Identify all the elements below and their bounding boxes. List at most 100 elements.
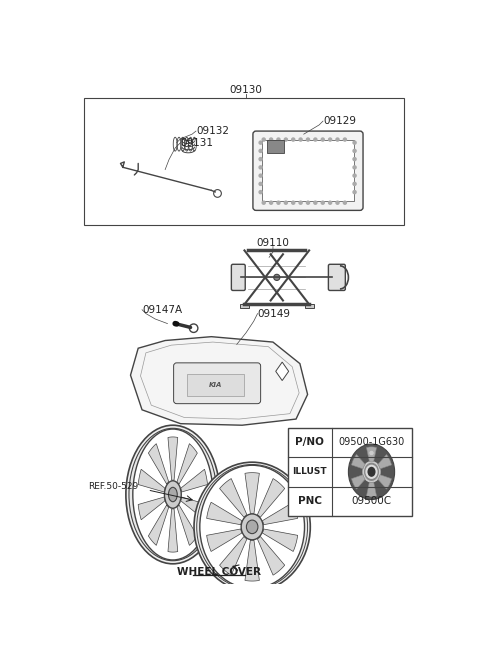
Polygon shape [351, 475, 365, 489]
Polygon shape [168, 437, 178, 480]
Circle shape [329, 138, 332, 141]
Polygon shape [245, 541, 259, 581]
Circle shape [259, 191, 262, 194]
Circle shape [306, 138, 310, 141]
Text: 09132: 09132 [196, 126, 229, 136]
Ellipse shape [197, 464, 308, 589]
Polygon shape [177, 443, 197, 484]
Polygon shape [207, 529, 242, 552]
Polygon shape [181, 497, 207, 520]
Ellipse shape [246, 520, 258, 533]
Ellipse shape [200, 465, 304, 588]
Circle shape [259, 141, 262, 144]
Ellipse shape [133, 429, 213, 560]
Polygon shape [138, 469, 165, 492]
Text: 09110: 09110 [256, 237, 289, 248]
Ellipse shape [366, 466, 377, 478]
Ellipse shape [348, 444, 395, 499]
Text: 09500C: 09500C [351, 497, 392, 506]
Text: WHEEL COVER: WHEEL COVER [177, 567, 261, 577]
Ellipse shape [194, 462, 310, 592]
Text: KIA: KIA [208, 382, 222, 388]
Polygon shape [148, 443, 168, 484]
FancyBboxPatch shape [328, 264, 345, 291]
FancyBboxPatch shape [267, 140, 284, 153]
Polygon shape [138, 497, 165, 520]
Circle shape [292, 201, 295, 204]
Circle shape [299, 201, 302, 204]
Bar [240, 304, 249, 308]
Circle shape [259, 150, 262, 152]
FancyBboxPatch shape [174, 363, 261, 403]
Circle shape [277, 201, 280, 204]
Polygon shape [207, 502, 242, 525]
Ellipse shape [168, 487, 177, 502]
Bar [288, 428, 411, 516]
FancyBboxPatch shape [262, 140, 354, 201]
Circle shape [292, 138, 295, 141]
Text: PNC: PNC [298, 497, 322, 506]
FancyBboxPatch shape [253, 131, 363, 211]
Polygon shape [263, 502, 298, 525]
Circle shape [259, 182, 262, 186]
Circle shape [314, 201, 317, 204]
Circle shape [343, 201, 347, 204]
Polygon shape [378, 475, 392, 489]
Circle shape [321, 138, 324, 141]
Text: 09130: 09130 [229, 85, 263, 95]
Ellipse shape [363, 462, 380, 482]
Circle shape [321, 201, 324, 204]
Polygon shape [131, 337, 308, 425]
Circle shape [270, 138, 273, 141]
Polygon shape [367, 482, 376, 497]
Circle shape [314, 138, 317, 141]
Polygon shape [276, 362, 288, 380]
Circle shape [329, 201, 332, 204]
Circle shape [353, 166, 356, 169]
Circle shape [336, 201, 339, 204]
Circle shape [306, 201, 310, 204]
Circle shape [353, 141, 356, 144]
Circle shape [262, 201, 265, 204]
Circle shape [369, 450, 374, 456]
Ellipse shape [241, 514, 263, 540]
Circle shape [336, 138, 339, 141]
Text: P/NO: P/NO [296, 438, 324, 447]
Ellipse shape [126, 425, 220, 564]
Circle shape [299, 138, 302, 141]
Circle shape [277, 138, 280, 141]
Bar [84, 98, 404, 225]
Circle shape [259, 174, 262, 177]
FancyBboxPatch shape [231, 264, 245, 291]
Text: 09129: 09129 [323, 116, 356, 126]
Text: 09147A: 09147A [142, 305, 182, 315]
Polygon shape [263, 529, 298, 552]
Text: 09500-1G630: 09500-1G630 [338, 438, 405, 447]
Text: ILLUST: ILLUST [293, 467, 327, 476]
Polygon shape [367, 447, 376, 462]
Circle shape [343, 138, 347, 141]
Polygon shape [148, 505, 168, 545]
Circle shape [262, 138, 265, 141]
Polygon shape [351, 455, 365, 469]
Polygon shape [378, 455, 392, 469]
Polygon shape [257, 479, 285, 518]
Circle shape [284, 138, 288, 141]
Polygon shape [168, 509, 178, 552]
Text: 09131: 09131 [180, 138, 214, 148]
Circle shape [353, 157, 356, 161]
Polygon shape [181, 469, 207, 492]
Polygon shape [219, 479, 247, 518]
Circle shape [353, 174, 356, 177]
FancyBboxPatch shape [187, 374, 244, 396]
Ellipse shape [165, 481, 181, 508]
Circle shape [353, 150, 356, 152]
Circle shape [353, 182, 356, 186]
Ellipse shape [129, 428, 217, 561]
Polygon shape [177, 505, 197, 545]
Circle shape [284, 201, 288, 204]
Circle shape [270, 201, 273, 204]
Text: REF.50-529: REF.50-529 [88, 482, 138, 491]
Circle shape [274, 274, 280, 281]
Circle shape [353, 191, 356, 194]
